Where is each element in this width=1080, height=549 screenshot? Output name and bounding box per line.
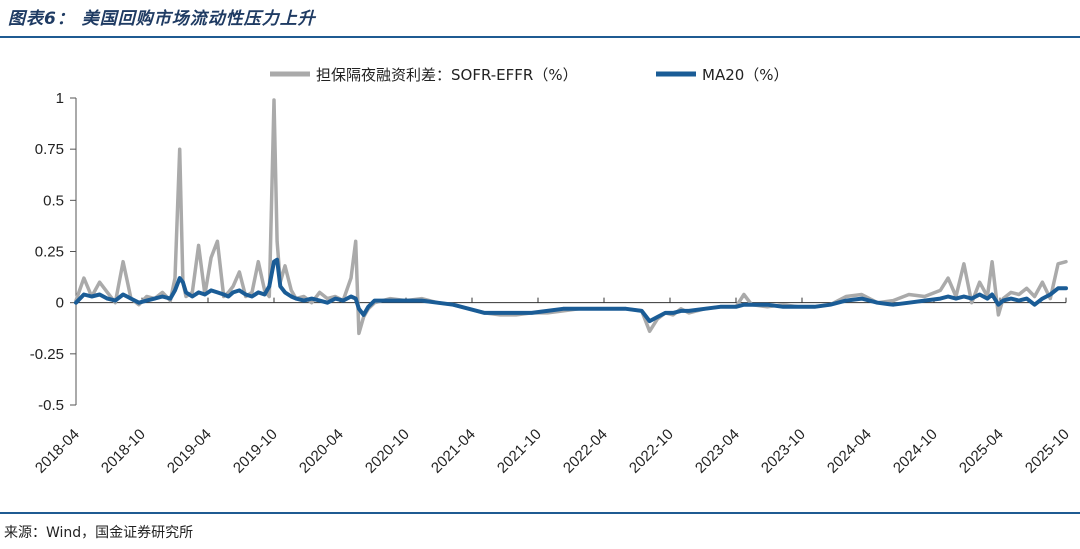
chart-legend: 担保隔夜融资利差：SOFR-EFFR（%） MA20（%） <box>270 66 789 84</box>
y-tick-label: 0 <box>56 295 64 312</box>
x-tick-label: 2023-04 <box>692 426 743 477</box>
x-tick-label: 2019-10 <box>230 426 281 477</box>
x-tick-label: 2018-10 <box>98 426 149 477</box>
y-tick-label: 0.5 <box>43 192 64 209</box>
x-tick-label: 2025-04 <box>956 426 1007 477</box>
source-note: 来源：Wind，国金证券研究所 <box>4 525 194 541</box>
x-tick-label: 2021-04 <box>428 426 479 477</box>
series-line-ma20 <box>74 257 1068 324</box>
y-tick-label: 1 <box>56 90 64 107</box>
series-line-spread <box>74 98 1068 336</box>
bottom-divider <box>0 512 1080 514</box>
x-tick-label: 2021-10 <box>494 426 545 477</box>
x-tick-label: 2025-10 <box>1022 426 1073 477</box>
y-tick-label: 0.25 <box>35 244 64 261</box>
x-tick-label: 2020-04 <box>296 426 347 477</box>
x-tick-label: 2024-04 <box>824 426 875 477</box>
y-tick-label: -0.5 <box>38 397 64 414</box>
x-tick-label: 2018-04 <box>32 426 83 477</box>
y-tick-label: -0.25 <box>30 346 64 363</box>
x-tick-label: 2022-04 <box>560 426 611 477</box>
x-tick-label: 2024-10 <box>890 426 941 477</box>
x-tick-label: 2020-10 <box>362 426 413 477</box>
line-chart: 担保隔夜融资利差：SOFR-EFFR（%） MA20（%） 1 0.75 0.5 0.… <box>30 66 1073 477</box>
legend-label-ma20: MA20（%） <box>702 66 789 84</box>
y-tick-label: 0.75 <box>35 141 64 158</box>
x-tick-label: 2023-10 <box>758 426 809 477</box>
figure-title: 图表6： 美国回购市场流动性压力上升 <box>8 9 316 29</box>
top-divider <box>0 36 1080 38</box>
legend-label-spread: 担保隔夜融资利差：SOFR-EFFR（%） <box>316 66 578 84</box>
x-tick-label: 2022-10 <box>626 426 677 477</box>
x-tick-label: 2019-04 <box>164 426 215 477</box>
